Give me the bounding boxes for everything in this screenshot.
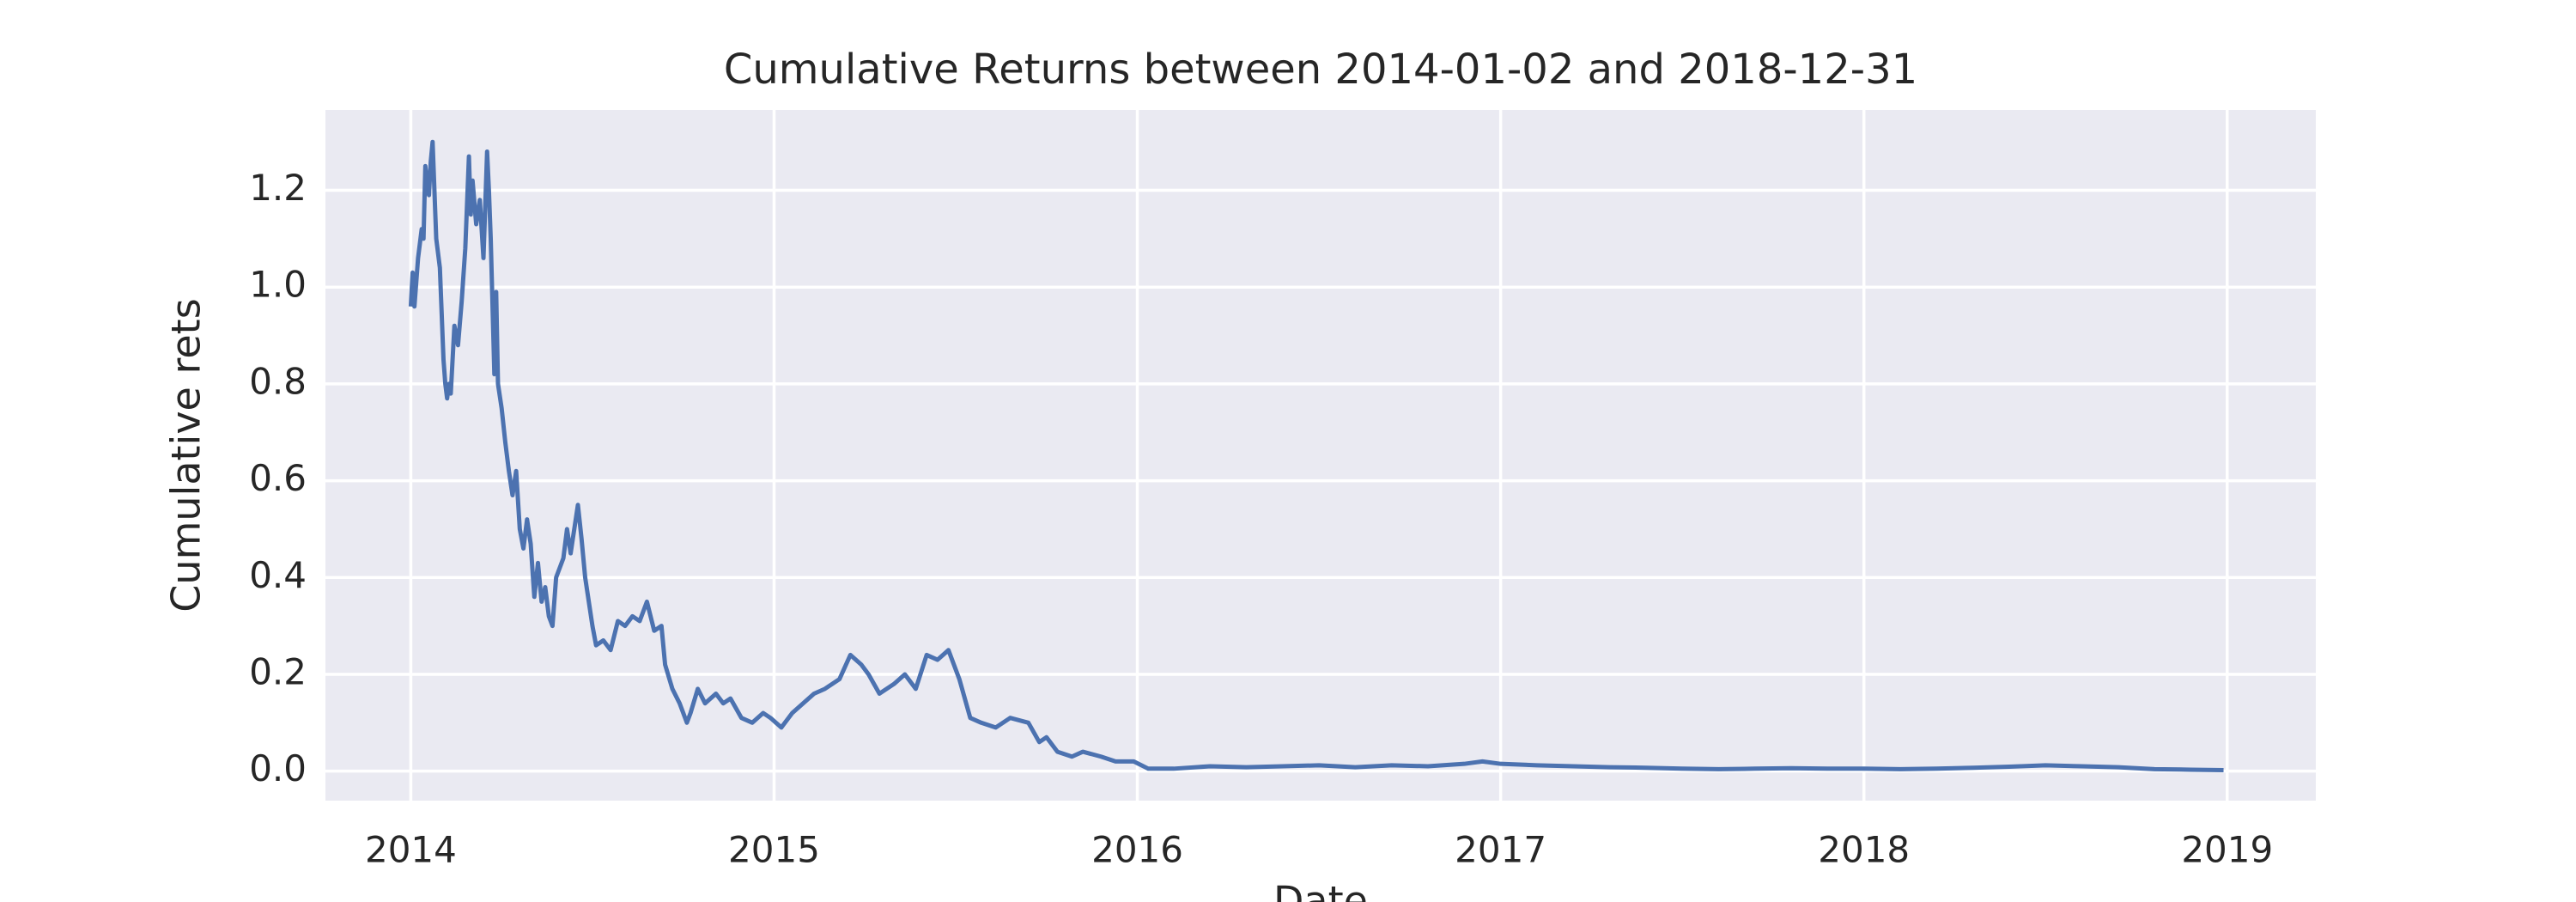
y-tick-label: 0.2: [249, 650, 307, 692]
data-line: [408, 139, 2224, 772]
x-tick-label: 2015: [728, 829, 820, 871]
x-tick-label: 2017: [1455, 829, 1546, 871]
y-tick-label: 0.8: [249, 360, 307, 402]
x-tick-label: 2019: [2181, 829, 2273, 871]
y-tick-label: 1.2: [249, 167, 307, 209]
y-tick-label: 0.0: [249, 747, 307, 789]
plot-area: [325, 110, 2316, 801]
y-tick-label: 0.4: [249, 554, 307, 596]
x-axis-label: Date: [1273, 877, 1368, 902]
x-tick-label: 2018: [1818, 829, 1910, 871]
y-tick-label: 0.6: [249, 457, 307, 499]
y-axis-label: Cumulative rets: [163, 298, 210, 612]
x-tick-label: 2014: [365, 829, 457, 871]
x-tick-label: 2016: [1091, 829, 1183, 871]
y-tick-label: 1.0: [249, 264, 307, 306]
chart-title: Cumulative Returns between 2014-01-02 an…: [724, 46, 1917, 94]
